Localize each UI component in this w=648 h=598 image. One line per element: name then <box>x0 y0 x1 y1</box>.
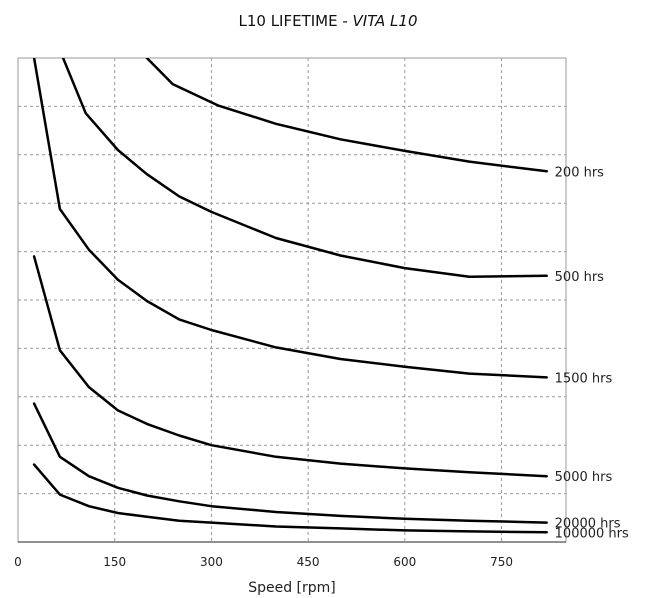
grid <box>18 58 566 542</box>
x-tick-label-0: 0 <box>14 555 22 569</box>
x-tick-label-300: 300 <box>200 555 223 569</box>
x-tick-label-150: 150 <box>103 555 126 569</box>
series-label-5: 100000 hrs <box>555 526 629 541</box>
x-tick-label-750: 750 <box>490 555 513 569</box>
x-tick-label-600: 600 <box>393 555 416 569</box>
chart-title-main: L10 LIFETIME - <box>238 12 352 30</box>
series-label-3: 5000 hrs <box>555 470 613 485</box>
x-axis-label: Speed [rpm] <box>248 580 336 596</box>
series-line-0 <box>145 58 548 173</box>
series-label-4: 20000 hrs <box>555 517 621 532</box>
series-label-2: 1500 hrs <box>555 371 613 386</box>
chart-title-model: VITA L10 <box>353 12 418 30</box>
series-label-1: 500 hrs <box>555 270 605 285</box>
x-tick-label-450: 450 <box>297 555 320 569</box>
x-ticks: 0 150 300 450 600 750 <box>14 555 513 569</box>
series-line-4 <box>32 402 548 524</box>
series-line-1 <box>61 58 548 279</box>
chart-title: L10 LIFETIME - VITA L10 <box>238 12 417 30</box>
series-line-2 <box>32 58 548 379</box>
series-label-0: 200 hrs <box>555 165 605 180</box>
series: 200 hrs 500 hrs 1500 hrs 5000 hrs 20000 hrs1… <box>32 58 629 541</box>
series-line-5 <box>32 463 548 534</box>
series-line-3 <box>32 255 548 478</box>
